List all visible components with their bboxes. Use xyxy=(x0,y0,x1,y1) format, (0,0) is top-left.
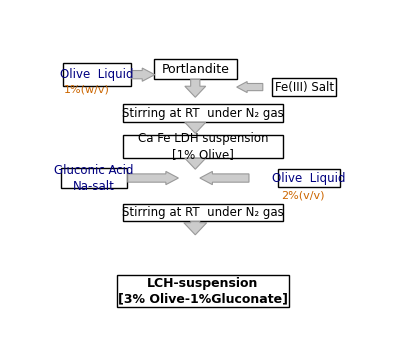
FancyBboxPatch shape xyxy=(154,59,237,79)
Text: Olive  Liquid: Olive Liquid xyxy=(272,171,346,184)
FancyBboxPatch shape xyxy=(278,169,339,187)
Polygon shape xyxy=(184,222,207,235)
FancyBboxPatch shape xyxy=(61,168,127,188)
Polygon shape xyxy=(185,122,206,134)
FancyBboxPatch shape xyxy=(272,78,337,96)
Polygon shape xyxy=(185,158,206,169)
Text: LCH-suspension
[3% Olive-1%Gluconate]: LCH-suspension [3% Olive-1%Gluconate] xyxy=(118,276,288,306)
Polygon shape xyxy=(132,68,155,81)
Text: 2%(v/v): 2%(v/v) xyxy=(281,190,325,200)
Text: Olive  Liquid: Olive Liquid xyxy=(60,68,134,81)
Text: Fe(III) Salt: Fe(III) Salt xyxy=(275,81,334,93)
FancyBboxPatch shape xyxy=(123,135,283,158)
Text: Gluconic Acid
Na-salt: Gluconic Acid Na-salt xyxy=(54,164,134,193)
FancyBboxPatch shape xyxy=(123,204,283,222)
FancyBboxPatch shape xyxy=(63,63,131,86)
Text: Stirring at RT  under N₂ gas: Stirring at RT under N₂ gas xyxy=(122,206,284,219)
Text: Stirring at RT  under N₂ gas: Stirring at RT under N₂ gas xyxy=(122,107,284,120)
FancyBboxPatch shape xyxy=(123,104,283,122)
Polygon shape xyxy=(185,79,206,97)
FancyBboxPatch shape xyxy=(117,275,289,307)
Text: Ca Fe LDH suspension
[1% Olive]: Ca Fe LDH suspension [1% Olive] xyxy=(138,132,268,161)
Polygon shape xyxy=(200,171,249,185)
Text: 1%(w/v): 1%(w/v) xyxy=(64,84,110,94)
Text: Portlandite: Portlandite xyxy=(161,63,229,76)
Polygon shape xyxy=(237,82,263,93)
Polygon shape xyxy=(128,171,179,185)
